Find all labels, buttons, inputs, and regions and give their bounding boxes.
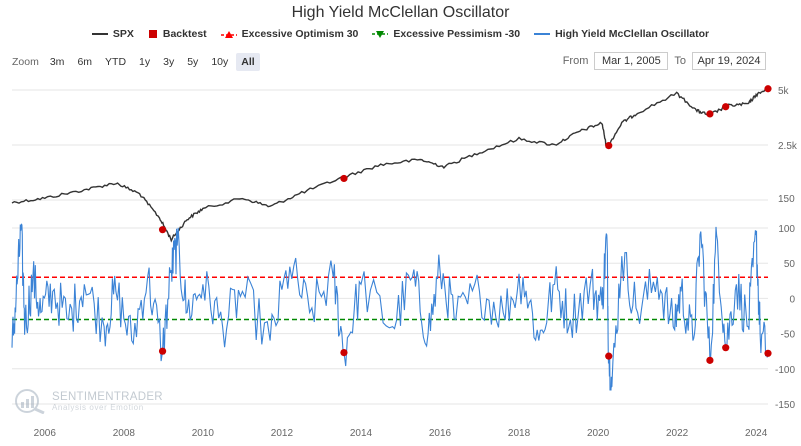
osc-tick-label: 100 — [778, 224, 795, 235]
x-tick-label: 2006 — [34, 428, 57, 439]
osc-tick-label: -50 — [781, 330, 796, 341]
backtest-marker-oscillator[interactable] — [706, 356, 714, 364]
zoom-ytd-button[interactable]: YTD — [105, 56, 127, 68]
line-icon — [91, 33, 108, 35]
backtest-marker-spx[interactable] — [722, 103, 730, 111]
zoom-3y-button[interactable]: 3y — [163, 56, 175, 68]
x-tick-label: 2020 — [587, 428, 610, 439]
zoom-controls: Zoom 3m 6m YTD 1y 3y 5y 10y All — [12, 53, 263, 71]
date-range: From To — [563, 52, 766, 70]
square-marker-icon — [148, 30, 157, 38]
zoom-label: Zoom — [12, 56, 39, 68]
spx-tick-label: 5k — [778, 86, 790, 97]
x-tick-label: 2024 — [745, 428, 768, 439]
triangle-down-icon — [372, 30, 389, 38]
backtest-marker-oscillator[interactable] — [605, 352, 613, 360]
from-date-input[interactable] — [594, 52, 669, 70]
legend-label: Excessive Pessimism -30 — [393, 28, 521, 40]
legend-label: Excessive Optimism 30 — [241, 28, 359, 40]
x-tick-label: 2016 — [429, 428, 452, 439]
zoom-5y-button[interactable]: 5y — [187, 56, 199, 68]
zoom-6m-button[interactable]: 6m — [77, 56, 93, 68]
backtest-marker-oscillator[interactable] — [340, 349, 348, 357]
x-tick-label: 2012 — [271, 428, 294, 439]
legend-label: SPX — [112, 28, 134, 40]
backtest-marker-oscillator[interactable] — [722, 344, 730, 352]
backtest-marker-spx[interactable] — [605, 142, 613, 150]
oscillator-series-line — [11, 223, 769, 391]
backtest-marker-oscillator[interactable] — [158, 347, 167, 355]
zoom-all-button[interactable]: All — [236, 53, 260, 71]
triangle-up-icon — [220, 30, 237, 38]
osc-tick-label: 0 — [789, 294, 795, 305]
from-label: From — [562, 55, 589, 67]
zoom-3m-button[interactable]: 3m — [49, 56, 65, 68]
backtest-marker-spx[interactable] — [706, 110, 714, 118]
sentimentrader-logo: SENTIMENTRADER Analysis over Emotion — [14, 388, 163, 414]
spx-series-line — [11, 87, 769, 243]
legend: SPX Backtest Excessive Optimism 30 Exces… — [0, 28, 801, 40]
to-date-input[interactable] — [692, 52, 766, 70]
backtest-marker-spx[interactable] — [340, 174, 348, 183]
backtest-marker-spx[interactable] — [764, 85, 772, 93]
line-icon — [534, 33, 551, 35]
backtest-marker-oscillator[interactable] — [764, 349, 772, 357]
x-tick-label: 2008 — [113, 428, 136, 439]
zoom-10y-button[interactable]: 10y — [211, 56, 229, 68]
zoom-1y-button[interactable]: 1y — [139, 56, 151, 68]
x-tick-label: 2022 — [666, 428, 689, 439]
x-tick-label: 2014 — [350, 428, 373, 439]
chart-title: High Yield McClellan Oscillator — [291, 4, 510, 21]
osc-tick-label: -150 — [775, 400, 795, 411]
osc-tick-label: -100 — [775, 365, 795, 376]
legend-item-oscillator[interactable]: High Yield McClellan Oscillator — [534, 28, 709, 40]
to-label: To — [674, 55, 686, 67]
osc-tick-label: 50 — [784, 259, 796, 270]
legend-label: High Yield McClellan Oscillator — [555, 28, 710, 40]
x-tick-label: 2010 — [192, 428, 215, 439]
backtest-marker-spx[interactable] — [158, 226, 167, 234]
legend-item-pessimism[interactable]: Excessive Pessimism -30 — [372, 28, 520, 40]
spx-tick-label: 150 — [778, 194, 795, 205]
legend-item-optimism[interactable]: Excessive Optimism 30 — [220, 28, 359, 40]
x-tick-label: 2018 — [508, 428, 531, 439]
legend-item-backtest[interactable]: Backtest — [148, 28, 207, 40]
legend-item-spx[interactable]: SPX — [91, 28, 134, 40]
legend-label: Backtest — [162, 28, 207, 40]
logo-icon — [15, 389, 45, 414]
spx-tick-label: 2.5k — [778, 141, 798, 152]
